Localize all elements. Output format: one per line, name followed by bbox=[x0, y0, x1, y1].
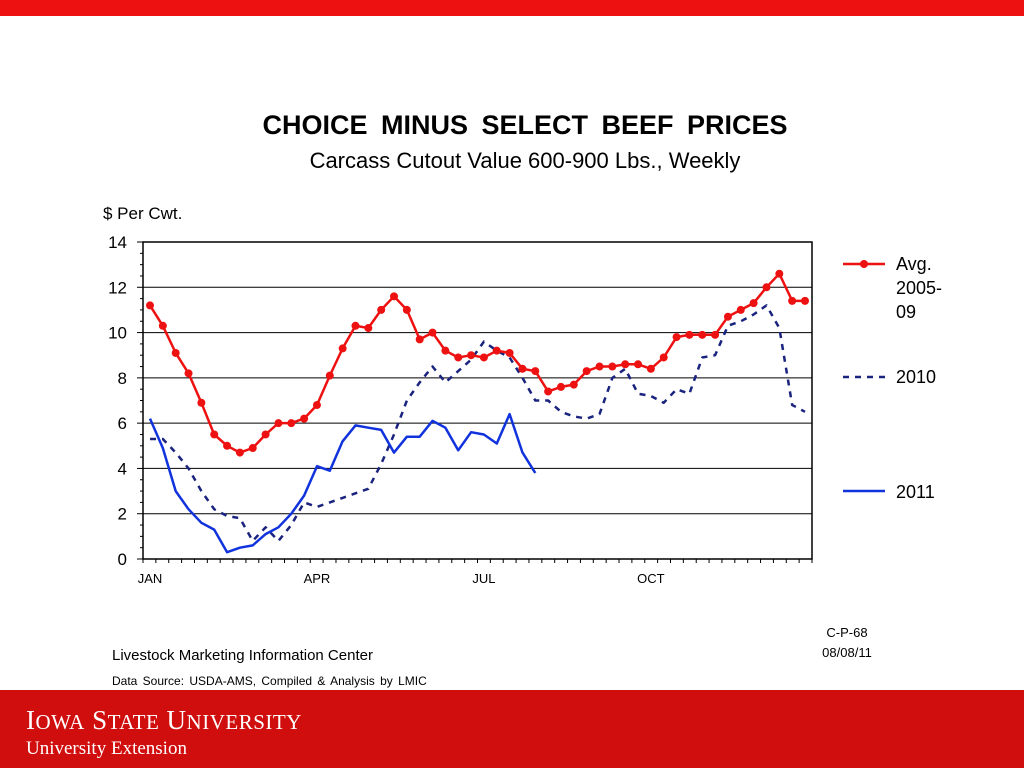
series-line-avg bbox=[148, 272, 805, 454]
data-point-avg bbox=[505, 348, 514, 357]
chart-code: C-P-68 bbox=[826, 625, 868, 640]
data-point-avg bbox=[736, 305, 745, 314]
series-line-2010 bbox=[150, 304, 806, 543]
data-point-avg bbox=[569, 380, 578, 389]
top-red-bar bbox=[0, 0, 1024, 16]
data-point-avg bbox=[441, 346, 450, 355]
y-axis-label: $ Per Cwt. bbox=[103, 204, 183, 223]
y-tick-label: 0 bbox=[118, 550, 127, 569]
data-point-avg bbox=[788, 296, 797, 305]
data-point-avg bbox=[711, 330, 720, 339]
data-point-avg bbox=[300, 414, 309, 423]
data-point-avg bbox=[518, 364, 527, 373]
data-point-avg bbox=[146, 301, 154, 310]
data-point-avg bbox=[672, 333, 681, 342]
plot-frame bbox=[142, 241, 813, 560]
data-point-avg bbox=[351, 321, 360, 330]
legend-label-2010: 2010 bbox=[896, 367, 937, 387]
footer-bar: IOWA STATE UNIVERSITY University Extensi… bbox=[0, 690, 1024, 768]
data-point-avg bbox=[646, 364, 655, 373]
data-point-avg bbox=[685, 330, 694, 339]
data-point-avg bbox=[223, 441, 232, 450]
line-chart: 0 2 4 6 8 10 12 14 JAN APR JUL OCT bbox=[108, 233, 885, 586]
data-point-avg bbox=[659, 353, 668, 362]
source-center: Livestock Marketing Information Center bbox=[112, 647, 373, 664]
legend-label-avg: Avg. 2005- 09 bbox=[896, 254, 943, 322]
x-tick-label: JAN bbox=[138, 571, 163, 586]
data-point-avg bbox=[479, 353, 488, 362]
data-point-avg bbox=[377, 305, 386, 314]
data-point-avg bbox=[158, 321, 167, 330]
chart-date: 08/08/11 bbox=[822, 645, 872, 660]
data-point-avg bbox=[467, 351, 476, 360]
data-point-avg bbox=[402, 305, 411, 314]
plot-area bbox=[143, 242, 812, 559]
legend-marker-avg bbox=[860, 260, 868, 268]
chart-title: CHOICE MINUS SELECT BEEF PRICES bbox=[262, 110, 788, 140]
data-point-avg bbox=[428, 328, 437, 337]
y-tick-label: 2 bbox=[118, 505, 127, 524]
data-point-avg bbox=[171, 348, 180, 357]
data-point-avg bbox=[197, 398, 206, 407]
data-point-avg bbox=[544, 387, 553, 396]
data-point-avg bbox=[325, 371, 334, 380]
y-tick-label: 10 bbox=[108, 324, 127, 343]
x-tick-label: APR bbox=[304, 571, 331, 586]
y-tick-label: 4 bbox=[118, 459, 127, 478]
data-point-avg bbox=[261, 430, 270, 439]
data-point-avg bbox=[582, 367, 591, 376]
data-point-avg bbox=[556, 382, 565, 391]
data-point-avg bbox=[338, 344, 347, 353]
data-point-avg bbox=[749, 299, 758, 308]
data-point-avg bbox=[364, 324, 373, 333]
data-point-avg bbox=[762, 283, 771, 292]
data-source: Data Source: USDA-AMS, Compiled & Analys… bbox=[112, 674, 427, 688]
y-tick-label: 12 bbox=[108, 278, 127, 297]
x-tick-label: OCT bbox=[637, 571, 665, 586]
data-point-avg bbox=[621, 360, 630, 369]
data-point-avg bbox=[287, 419, 296, 428]
data-point-avg bbox=[312, 401, 321, 410]
data-point-avg bbox=[390, 292, 399, 301]
legend-label-2011: 2011 bbox=[896, 482, 935, 502]
data-point-avg bbox=[235, 448, 244, 457]
data-point-avg bbox=[775, 269, 784, 278]
y-tick-label: 14 bbox=[108, 233, 127, 252]
data-point-avg bbox=[634, 360, 643, 369]
data-point-avg bbox=[608, 362, 617, 371]
data-point-avg bbox=[492, 346, 501, 355]
data-point-avg bbox=[415, 335, 424, 344]
data-point-avg bbox=[210, 430, 219, 439]
y-tick-label: 8 bbox=[118, 369, 127, 388]
data-point-avg bbox=[454, 353, 463, 362]
data-point-avg bbox=[248, 444, 257, 453]
university-extension: University Extension bbox=[26, 738, 187, 759]
data-point-avg bbox=[274, 419, 283, 428]
data-point-avg bbox=[698, 330, 707, 339]
data-point-avg bbox=[801, 296, 809, 305]
data-point-avg bbox=[595, 362, 604, 371]
data-point-avg bbox=[184, 369, 193, 378]
chart-subtitle: Carcass Cutout Value 600-900 Lbs., Weekl… bbox=[309, 148, 741, 173]
university-logo: IOWA STATE UNIVERSITY bbox=[26, 705, 302, 735]
data-point-avg bbox=[723, 312, 732, 321]
chart-notes: C-P-68 08/08/11 bbox=[805, 623, 889, 663]
series-line-2011 bbox=[148, 412, 537, 554]
x-tick-label: JUL bbox=[472, 571, 495, 586]
data-point-avg bbox=[531, 367, 540, 376]
y-tick-label: 6 bbox=[118, 414, 127, 433]
